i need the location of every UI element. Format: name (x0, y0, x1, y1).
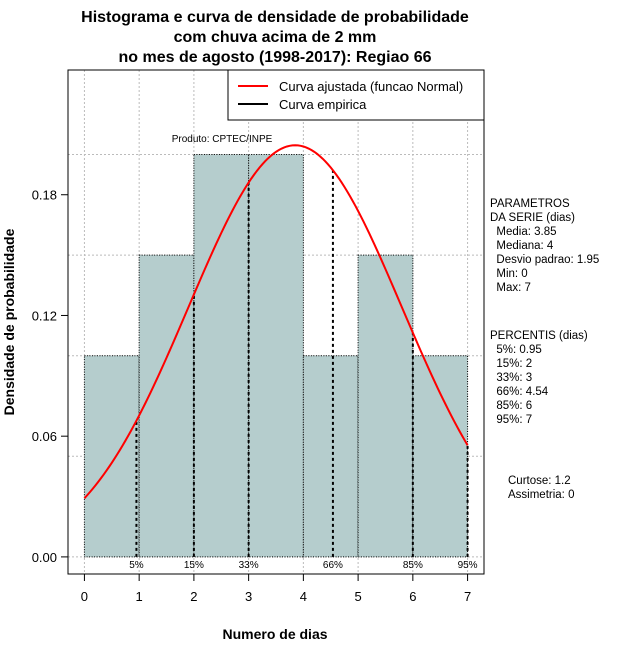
stats-line: Assimetria: 0 (508, 489, 574, 501)
x-tick-label: 5 (354, 589, 361, 604)
y-tick-label: 0.12 (32, 308, 57, 323)
x-tick-label: 0 (81, 589, 88, 604)
legend-box (227, 69, 485, 121)
histogram-bars (83, 154, 469, 558)
percentis-line: 66%: 4.54 (490, 386, 549, 398)
x-tick-label: 4 (300, 589, 307, 604)
side-panel: PARAMETROS DA SERIE (dias) Media: 3.85 M… (490, 198, 599, 501)
parametros-line: PARAMETROS (490, 198, 570, 210)
x-tick-label: 6 (409, 589, 416, 604)
percentis-line: 95%: 7 (490, 414, 532, 426)
histogram-bar (302, 355, 359, 558)
chart-title-line-3: no mes de agosto (1998-2017): Regiao 66 (119, 49, 432, 66)
percentis-line: 33%: 3 (490, 372, 532, 384)
parametros-line: Max: 7 (490, 282, 531, 294)
histogram-bar (138, 254, 195, 558)
percentile-label: 15% (184, 560, 204, 571)
y-tick-label: 0.18 (32, 188, 57, 203)
fitted-curve-layer (83, 144, 469, 499)
percentile-lines: 5% 15% 33% 66% 85% 95% (129, 170, 478, 571)
histogram-bar (357, 254, 414, 558)
x-axis-title: Numero de dias (222, 626, 327, 642)
percentile-label: 85% (403, 560, 423, 571)
stats-line: Curtose: 1.2 (508, 475, 571, 487)
parametros-line: Min: 0 (490, 268, 528, 280)
percentile-label: 66% (323, 560, 343, 571)
y-tick-label: 0.06 (32, 429, 57, 444)
percentis-line: 85%: 6 (490, 400, 532, 412)
histogram-bar (83, 355, 140, 558)
chart-title-line-1: Histograma e curva de densidade de proba… (81, 9, 469, 26)
y-tick-label: 0.00 (32, 550, 57, 565)
legend-empirical-label: Curva empirica (279, 97, 367, 112)
percentile-label: 5% (129, 560, 144, 571)
histogram-bar (412, 355, 469, 558)
parametros-line: Mediana: 4 (490, 240, 554, 252)
histogram-bar (248, 154, 304, 558)
legend: Curva ajustada (funcao Normal) Curva emp… (227, 69, 485, 121)
chart-title-line-2: com chuva acima de 2 mm (174, 29, 377, 46)
product-annotation: Produto: CPTEC/INPE (172, 134, 273, 145)
x-tick-label: 2 (190, 589, 197, 604)
axes: 0 1 2 3 4 5 6 7 0.00 0.06 0.12 0.18 (32, 188, 472, 604)
percentis-line: 5%: 0.95 (490, 344, 542, 356)
parametros-line: Desvio padrao: 1.95 (490, 254, 599, 266)
x-tick-label: 1 (136, 589, 143, 604)
legend-fitted-label: Curva ajustada (funcao Normal) (279, 79, 463, 94)
parametros-line: DA SERIE (dias) (490, 212, 575, 224)
fitted-normal-curve (83, 144, 469, 499)
parametros-line: Media: 3.85 (490, 226, 556, 238)
x-tick-label: 3 (245, 589, 252, 604)
percentis-line: PERCENTIS (dias) (490, 330, 588, 342)
percentile-label: 33% (239, 560, 259, 571)
percentile-label: 95% (458, 560, 478, 571)
histogram-bar (193, 154, 250, 558)
percentis-line: 15%: 2 (490, 358, 532, 370)
y-axis-title: Densidade de probabilidade (1, 228, 17, 415)
x-tick-label: 7 (464, 589, 471, 604)
